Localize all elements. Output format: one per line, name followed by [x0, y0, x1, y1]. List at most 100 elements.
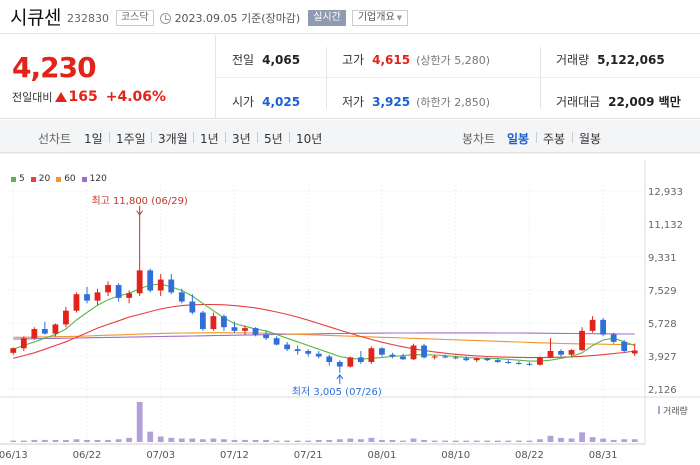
volume-bar — [589, 437, 596, 442]
stat-open-value: 4,025 — [262, 95, 301, 109]
legend-ma5[interactable]: 5 — [11, 174, 25, 184]
volume-bar — [31, 439, 38, 442]
x-tick-label: 08/10 — [441, 450, 470, 461]
volume-bar — [294, 440, 301, 442]
volume-bar — [115, 439, 122, 442]
volume-bar — [210, 438, 217, 442]
candle-body — [52, 324, 59, 334]
ma120-line — [13, 332, 635, 340]
period-10y[interactable]: 10년 — [296, 132, 323, 146]
legend-ma120[interactable]: 120 — [81, 174, 107, 184]
legend-ma20-label: 20 — [38, 174, 51, 184]
candle-body — [558, 351, 564, 355]
candle-body — [105, 285, 111, 293]
volume-bar — [558, 437, 564, 442]
volume-bar — [347, 438, 354, 442]
realtime-button[interactable]: 실시간 — [308, 10, 346, 26]
divider — [540, 47, 541, 109]
separator — [193, 132, 194, 143]
volume-bar — [610, 439, 617, 442]
ma60-line — [13, 332, 635, 346]
x-tick-label: 07/12 — [220, 450, 249, 461]
change-percent: +4.06% — [105, 89, 167, 105]
candle-body — [284, 344, 291, 350]
clock-icon — [159, 12, 171, 24]
stat-open: 시가 4,025 — [232, 93, 300, 110]
high-arrow-icon — [136, 210, 144, 216]
volume-bar — [442, 440, 449, 442]
candle-body — [326, 356, 333, 362]
price-change: 전일대비 165 +4.06% — [12, 89, 166, 105]
candle-body — [421, 345, 427, 358]
period-1y[interactable]: 1년 — [200, 132, 219, 146]
candle-body — [115, 285, 122, 298]
high-annotation: 최고 11,800 (06/29) — [91, 195, 187, 207]
x-tick-label: 06/22 — [73, 450, 102, 461]
candle-body — [589, 319, 596, 331]
stat-prev-label: 전일 — [232, 53, 255, 67]
legend-ma60[interactable]: 60 — [56, 174, 76, 184]
period-3m[interactable]: 3개월 — [158, 132, 188, 146]
candle-body — [610, 334, 617, 342]
change-value: 165 — [68, 89, 98, 105]
candle-body — [210, 316, 217, 330]
candle-daily[interactable]: 일봉 — [507, 132, 530, 146]
current-price: 4,230 — [12, 51, 97, 84]
candle-body — [505, 361, 512, 363]
period-5y[interactable]: 5년 — [264, 132, 283, 146]
volume-bar — [52, 439, 59, 442]
volume-bar — [147, 431, 154, 442]
stat-amount-value: 22,009 백만 — [608, 95, 681, 109]
volume-bar — [410, 438, 417, 442]
stat-low-sub: (하한가 2,850) — [416, 96, 490, 109]
chevron-down-icon: ▼ — [396, 14, 403, 22]
stat-volume-label: 거래량 — [556, 53, 590, 67]
stat-high: 고가 4,615 (상한가 5,280) — [342, 51, 490, 68]
candle-body — [63, 310, 69, 325]
period-3y[interactable]: 3년 — [232, 132, 251, 146]
candle-body — [31, 329, 38, 339]
volume-bar — [463, 440, 470, 442]
volume-bar — [537, 439, 543, 442]
volume-bar — [505, 440, 512, 442]
volume-bar — [400, 440, 406, 442]
stock-name: 시큐센 — [10, 7, 61, 29]
legend-ma120-label: 120 — [89, 174, 107, 184]
candle-body — [136, 270, 143, 294]
separator — [109, 132, 110, 143]
candle-body — [600, 319, 607, 335]
period-1d[interactable]: 1일 — [84, 132, 103, 146]
candle-body — [94, 292, 101, 301]
volume-bar — [515, 440, 522, 442]
volume-bar — [252, 439, 259, 442]
candle-body — [379, 348, 385, 355]
volume-bar — [105, 439, 111, 442]
volume-bar — [242, 439, 248, 442]
volume-bar — [231, 439, 238, 442]
volume-bar — [473, 440, 480, 442]
y-tick-label: 3,927 — [648, 352, 677, 363]
candle-body — [347, 357, 354, 367]
ma20-line — [13, 303, 635, 359]
company-info-label: 기업개요 — [357, 12, 395, 23]
y-tick-label: 7,529 — [648, 286, 677, 297]
volume-bar — [10, 440, 17, 442]
volume-bar — [284, 440, 291, 442]
candle-monthly[interactable]: 월봉 — [579, 132, 602, 146]
y-tick-label: 11,132 — [648, 220, 683, 231]
legend-ma20[interactable]: 20 — [30, 174, 51, 184]
volume-bar — [94, 439, 101, 442]
volume-bar — [389, 439, 396, 442]
x-tick-label: 07/03 — [146, 450, 175, 461]
stat-prev: 전일 4,065 — [232, 51, 300, 68]
legend-swatch — [30, 176, 36, 182]
period-1w[interactable]: 1주일 — [116, 132, 146, 146]
company-info-button[interactable]: 기업개요 ▼ — [351, 10, 409, 26]
candle-body — [263, 334, 269, 339]
volume-bar — [484, 440, 491, 442]
legend-swatch — [11, 176, 16, 182]
candle-body — [357, 357, 364, 362]
stock-code: 232830 — [66, 12, 109, 25]
candle-weekly[interactable]: 주봉 — [543, 132, 566, 146]
